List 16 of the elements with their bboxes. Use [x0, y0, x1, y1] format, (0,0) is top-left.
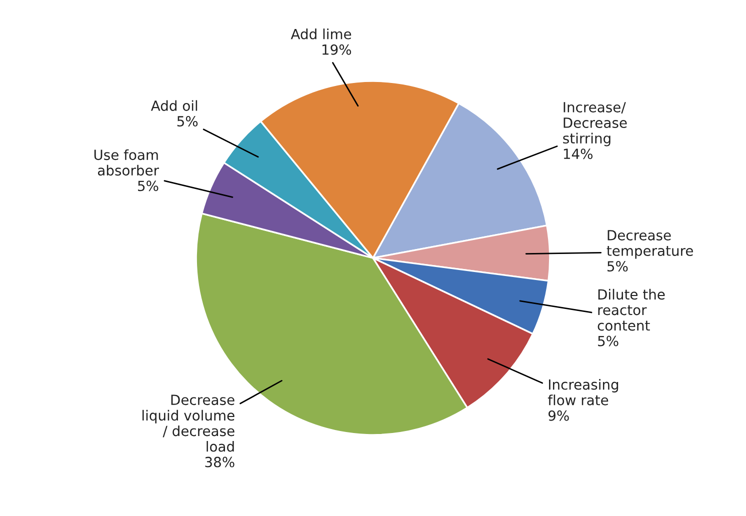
data-label: 5% — [177, 116, 198, 127]
slice-label: Decrease temperature — [606, 230, 693, 259]
data-label: 9% — [548, 410, 569, 421]
slice-label: Dilute the reactor content — [598, 288, 665, 331]
slice-label: Increasing flow rate — [548, 379, 618, 406]
data-label: 5% — [608, 261, 628, 272]
slice-label: Decrease liquid volume / decrease load — [142, 394, 234, 452]
slice-label: Increase/ Decrease stirring — [563, 102, 627, 146]
data-label: 19% — [322, 44, 352, 55]
data-label: 14% — [564, 148, 593, 160]
data-label: 38% — [205, 456, 234, 468]
slice-label: Add lime — [290, 28, 352, 40]
slice-label: Use foam absorber — [94, 149, 159, 176]
slice-label: Add oil — [150, 100, 198, 111]
data-label: 5% — [138, 180, 158, 192]
data-label: 5% — [598, 336, 618, 346]
